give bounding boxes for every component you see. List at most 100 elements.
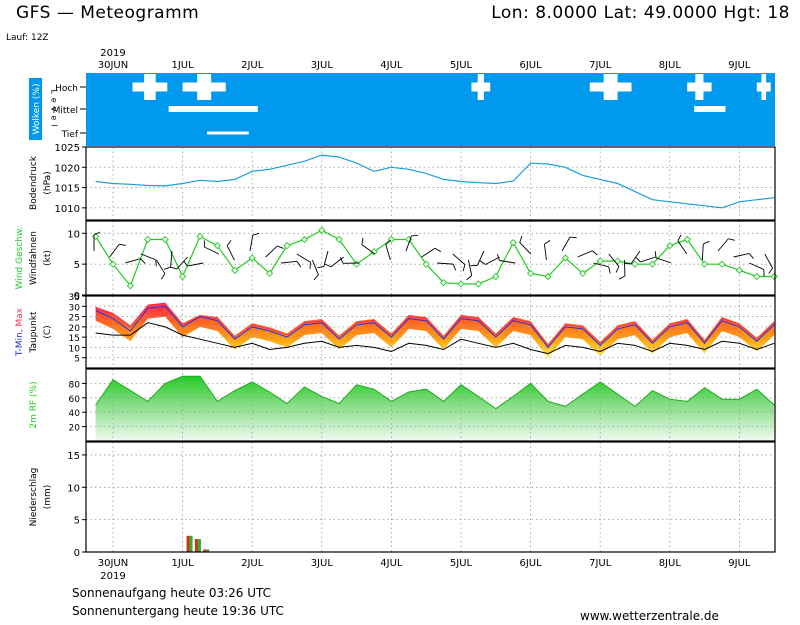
wind-barb [677, 234, 688, 255]
dewpoint-ylabel: Taupunkt [29, 311, 39, 354]
website-link[interactable]: www.wetterzentrale.de [580, 609, 719, 623]
tick-label-pressure: 1025 [55, 143, 80, 154]
date-label-top: 30JUN [98, 60, 128, 71]
wind-barb [339, 257, 360, 264]
tick-label-rh: 80 [69, 380, 81, 390]
tick-label-wind: 10 [67, 229, 80, 240]
wind-barb [452, 253, 466, 272]
wind-barb [561, 236, 577, 252]
pressure-line [95, 154, 775, 209]
wind-barb [140, 253, 157, 267]
wind-point [439, 279, 448, 287]
tick-label-wind: 5 [74, 260, 80, 271]
date-label-top: 6JUL [519, 60, 542, 71]
wind-barb [93, 231, 101, 251]
wind-barb [170, 256, 188, 270]
precip-bar [194, 539, 198, 552]
panel-frame-precip [85, 441, 776, 553]
panel-frame-rh [85, 368, 776, 442]
panel-frame-temp [85, 295, 776, 369]
cloud-gap [197, 74, 212, 100]
wind-barb [466, 259, 473, 281]
wind-point [579, 269, 587, 278]
wind-barb [624, 250, 641, 265]
rh-line [95, 375, 775, 410]
precip-bar [206, 549, 210, 552]
wind-barb [470, 250, 485, 267]
precip-bar [186, 535, 190, 552]
tick-label-temp: 10 [69, 344, 81, 354]
wind-barb [496, 253, 516, 264]
pressure-unit: (hPa) [43, 171, 53, 194]
wind-barb [437, 262, 457, 271]
cloud-ylabel: Wolken (%) [32, 84, 42, 135]
level-label-hoch: Hoch [55, 84, 78, 94]
wind-point [596, 257, 604, 265]
wind-barb [733, 252, 754, 259]
wind-unit: (kt) [43, 250, 53, 266]
wind-ylabel-2: Windfahnen [29, 231, 39, 285]
wind-point [318, 226, 326, 234]
wind-barb [479, 256, 500, 265]
tick-label-temp: 30 [69, 303, 81, 313]
tick-label-precip: 0 [74, 548, 80, 559]
cloud-label-box [29, 78, 42, 140]
date-label-top: 3JUL [311, 60, 334, 71]
cloud-gap [603, 74, 618, 100]
wind-barb [618, 259, 626, 280]
date-label-bottom: 8JUL [659, 558, 682, 569]
wind-barb [593, 262, 611, 274]
precip-ylabel: Niederschlag [29, 468, 39, 527]
meteogram-title: GFS — Meteogramm [16, 3, 200, 23]
wind-barb [183, 260, 204, 267]
wind-barb [717, 238, 735, 252]
tick-label-temp: 5 [74, 355, 80, 365]
precip-bar [197, 539, 201, 552]
model-run: Lauf: 12Z [6, 33, 49, 43]
wind-point [474, 280, 483, 288]
wind-point [283, 242, 291, 250]
level-label-tief: Tief [61, 130, 79, 140]
temp-unit: (C) [43, 325, 53, 338]
sunset-text: Sonnenuntergang heute 19:36 UTC [72, 604, 284, 618]
wind-point [231, 266, 239, 274]
wind-point [370, 248, 378, 256]
wind-barb [164, 250, 173, 270]
level-axis-label: Level [50, 89, 59, 130]
date-label-bottom: 7JUL [589, 558, 612, 569]
cloud-gap [761, 74, 767, 100]
wind-barb [577, 250, 598, 258]
wind-barb [764, 253, 773, 274]
wind-point [753, 272, 761, 281]
wind-barb [749, 262, 765, 277]
wind-barb [281, 260, 302, 268]
cloud-gap [168, 106, 258, 112]
date-label-bottom: 9JUL [728, 558, 751, 569]
wind-barb [544, 240, 551, 261]
tick-label-precip: 5 [74, 516, 80, 527]
wind-point [613, 257, 622, 265]
wind-point [544, 272, 552, 281]
cloud-gap [477, 74, 484, 100]
wind-point [109, 260, 117, 268]
panel-frame-wind [85, 220, 776, 296]
wind-barb [324, 256, 344, 268]
date-label-top: 5JUL [450, 60, 473, 71]
wind-barb [109, 243, 126, 258]
wind-point [735, 266, 744, 274]
tick-label-rh: 40 [69, 409, 81, 419]
date-label-bottom: 1JUL [171, 558, 194, 569]
wind-point [683, 235, 691, 244]
date-label-bottom: 3JUL [311, 558, 334, 569]
tick-label-pressure: 1020 [55, 163, 80, 174]
wind-barb [156, 259, 166, 280]
wind-point [178, 272, 187, 281]
year-label-bottom: 2019 [100, 571, 125, 582]
panel-frame-pressure [85, 146, 776, 221]
date-label-top: 1JUL [171, 60, 194, 71]
tmax-line [95, 303, 775, 347]
wind-barb [701, 240, 710, 261]
wind-point [457, 280, 465, 288]
date-label-top: 9JUL [728, 60, 751, 71]
